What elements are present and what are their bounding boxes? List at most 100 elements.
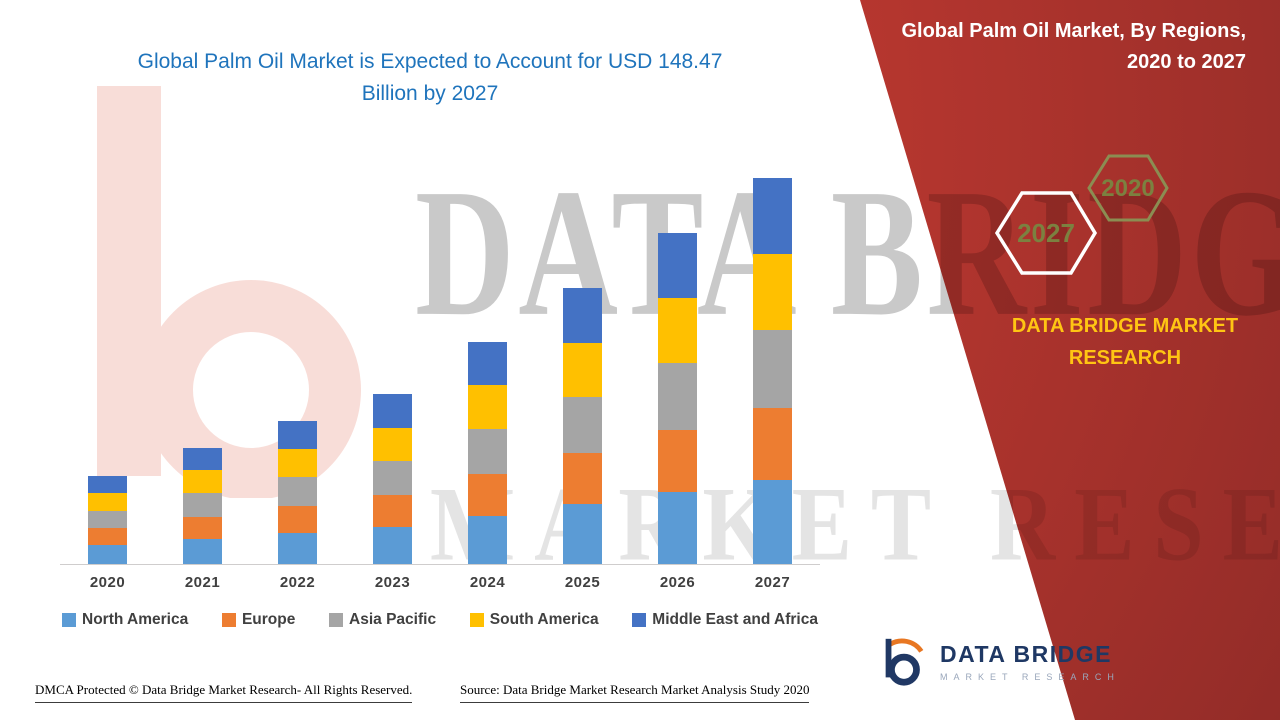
hexagon-2020-label: 2020: [1101, 175, 1154, 202]
segment-north-america-2024: [468, 515, 507, 564]
segment-europe-2027: [753, 407, 792, 481]
x-label-2026: 2026: [659, 574, 696, 591]
logo-title: DATA BRIDGE: [940, 640, 1112, 667]
right-title-line2: 2020 to 2027: [1127, 51, 1246, 73]
bar-slot-2025: [535, 288, 630, 564]
segment-south-america-2026: [658, 297, 697, 363]
segment-north-america-2022: [278, 532, 317, 564]
segment-north-america-2027: [753, 480, 792, 564]
logo-text: DATA BRIDGE MARKET RESEARCH: [940, 641, 1120, 682]
bar-2020: [88, 476, 127, 564]
x-label-2023: 2023: [374, 574, 411, 591]
segment-middle-east-and-africa-2020: [88, 476, 127, 494]
legend-item-asia-pacific: Asia Pacific: [329, 611, 436, 629]
segment-south-america-2020: [88, 493, 127, 511]
legend-swatch-south-america: [469, 613, 484, 627]
bar-slot-2023: [345, 394, 440, 564]
segment-asia-pacific-2025: [563, 396, 602, 453]
legend-swatch-middle-east-and-africa: [632, 613, 647, 627]
legend-swatch-asia-pacific: [329, 613, 344, 627]
segment-europe-2020: [88, 528, 127, 545]
bar-slot-2022: [250, 420, 345, 564]
logo-b-bowl: [888, 653, 920, 686]
segment-north-america-2023: [373, 527, 412, 564]
segment-north-america-2025: [563, 504, 602, 564]
hexagon-2027-label: 2027: [1017, 218, 1075, 248]
x-axis-labels: 2020 2021 2022 2023 2024 2025 2026 2027: [60, 574, 820, 591]
segment-asia-pacific-2022: [278, 476, 317, 506]
bar-slot-2021: [155, 447, 250, 564]
segment-europe-2021: [183, 516, 222, 539]
hexagon-2020-outline: [1087, 154, 1169, 222]
segment-asia-pacific-2023: [373, 460, 412, 496]
segment-north-america-2026: [658, 492, 697, 564]
segment-asia-pacific-2027: [753, 329, 792, 408]
legend-item-north-america: North America: [62, 611, 188, 629]
brand-line2: RESEARCH: [1068, 347, 1182, 369]
databridge-logo: DATA BRIDGE MARKET RESEARCH: [876, 632, 1120, 690]
right-panel-title: Global Palm Oil Market, By Regions, 2020…: [826, 16, 1246, 78]
segment-europe-2023: [373, 495, 412, 528]
segment-north-america-2021: [183, 538, 222, 564]
legend-swatch-europe: [221, 613, 236, 627]
legend-swatch-north-america: [62, 613, 76, 627]
segment-south-america-2023: [373, 427, 412, 461]
x-label-2022: 2022: [279, 574, 316, 591]
brand-text: DATA BRIDGE MARKET RESEARCH: [960, 310, 1280, 374]
page-title-line2: Billion by 2027: [361, 82, 499, 105]
bar-slot-2020: [60, 476, 155, 564]
hexagon-badges: 2020 2027: [994, 154, 1169, 275]
segment-middle-east-and-africa-2025: [563, 288, 602, 343]
legend-item-south-america: South America: [469, 611, 599, 629]
segment-middle-east-and-africa-2024: [468, 341, 507, 386]
segment-europe-2022: [278, 505, 317, 533]
legend-item-europe: Europe: [221, 611, 296, 629]
bar-2023: [373, 394, 412, 564]
chart: 2020 2021 2022 2023 2024 2025 2026 2027 North A…: [60, 175, 820, 629]
x-label-2025: 2025: [564, 574, 601, 591]
brand-line1: DATA BRIDGE MARKET: [1011, 315, 1239, 337]
legend-label-middle-east-and-africa: Middle East and Africa: [652, 611, 818, 628]
segment-middle-east-and-africa-2022: [278, 420, 317, 449]
segment-south-america-2025: [563, 342, 602, 397]
segment-north-america-2020: [88, 544, 127, 564]
x-label-2020: 2020: [89, 574, 126, 591]
databridge-logo-icon: [885, 638, 924, 686]
dmca-text: DMCA Protected © Data Bridge Market Rese…: [35, 682, 413, 703]
segment-south-america-2024: [468, 385, 507, 429]
legend: North America Europe Asia Pacific South Ame…: [60, 611, 818, 629]
bar-slot-2024: [440, 341, 535, 564]
x-label-2027: 2027: [754, 574, 791, 591]
legend-label-asia-pacific: Asia Pacific: [349, 611, 437, 628]
bar-2022: [278, 420, 317, 564]
legend-item-middle-east-and-africa: Middle East and Africa: [632, 611, 818, 629]
x-label-2024: 2024: [469, 574, 506, 591]
page-title: Global Palm Oil Market is Expected to Ac…: [90, 46, 770, 110]
right-title-line1: Global Palm Oil Market, By Regions,: [901, 20, 1246, 42]
segment-south-america-2027: [753, 254, 792, 330]
bar-2025: [563, 288, 602, 564]
bar-slot-2027: [725, 177, 820, 564]
legend-label-north-america: North America: [82, 611, 189, 628]
segment-europe-2024: [468, 473, 507, 516]
segment-middle-east-and-africa-2021: [183, 447, 222, 471]
bar-2021: [183, 447, 222, 564]
page-title-line1: Global Palm Oil Market is Expected to Ac…: [137, 50, 723, 73]
segment-asia-pacific-2020: [88, 510, 127, 529]
segment-asia-pacific-2026: [658, 362, 697, 430]
source-text: Source: Data Bridge Market Research Mark…: [460, 682, 810, 703]
legend-label-europe: Europe: [241, 611, 296, 628]
segment-europe-2026: [658, 429, 697, 492]
segment-south-america-2022: [278, 448, 317, 477]
bar-slot-2026: [630, 232, 725, 564]
segment-middle-east-and-africa-2026: [658, 232, 697, 298]
segment-asia-pacific-2024: [468, 428, 507, 474]
segment-europe-2025: [563, 452, 602, 505]
hexagon-2027-outline: [994, 191, 1098, 275]
x-label-2021: 2021: [184, 574, 221, 591]
bar-2026: [658, 232, 697, 564]
legend-label-south-america: South America: [489, 611, 599, 628]
plot-area: [60, 175, 820, 565]
logo-subtitle: MARKET RESEARCH: [940, 671, 1120, 682]
bar-2024: [468, 341, 507, 564]
